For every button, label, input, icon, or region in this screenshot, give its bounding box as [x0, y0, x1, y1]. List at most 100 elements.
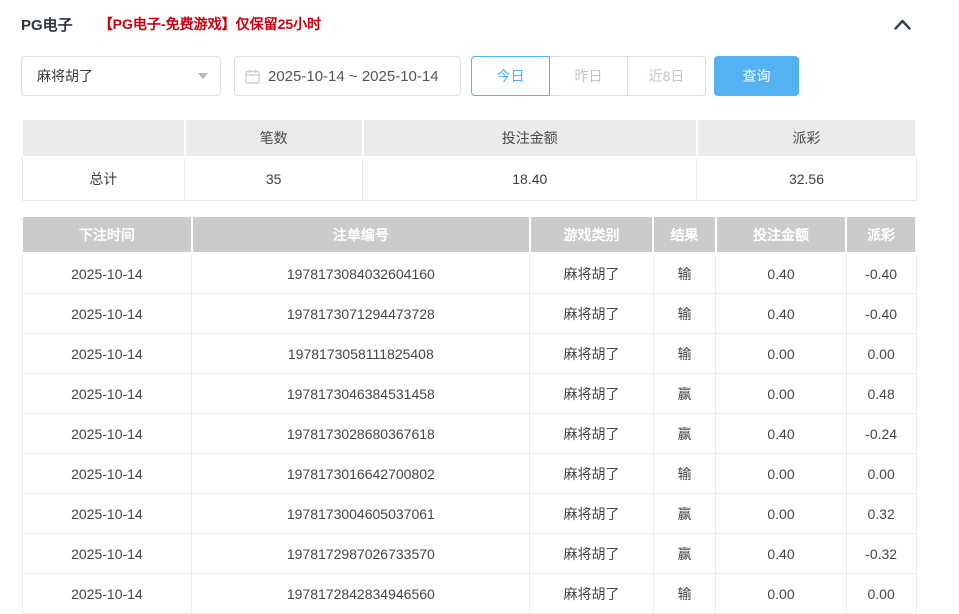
cell-result: 赢	[652, 493, 717, 534]
summary-total-count: 35	[184, 156, 364, 201]
col-game-type: 游戏类别	[528, 215, 655, 254]
summary-col-count: 笔数	[183, 118, 364, 158]
cell-bet-time: 2025-10-14	[21, 373, 193, 414]
cell-bet-id: 1978173058111825408	[191, 333, 531, 374]
chevron-up-icon[interactable]	[894, 19, 911, 30]
cell-result: 赢	[652, 373, 717, 414]
cell-game-type: 麻将胡了	[529, 333, 654, 374]
panel-notice: 【PG电子-免费游戏】仅保留25小时	[98, 16, 322, 32]
cell-payout: -0.40	[845, 293, 917, 334]
cell-bet-id: 1978173071294473728	[191, 293, 531, 334]
col-result: 结果	[652, 215, 717, 254]
col-payout: 派彩	[845, 215, 917, 254]
cell-bet-time: 2025-10-14	[21, 333, 193, 374]
search-button[interactable]: 查询	[714, 56, 799, 96]
cell-payout: 0.48	[845, 373, 917, 414]
caret-down-icon	[198, 73, 208, 79]
summary-total-payout: 32.56	[696, 156, 917, 201]
panel-title: PG电子	[21, 16, 73, 34]
cell-result: 赢	[652, 533, 717, 574]
filter-row: 麻将胡了 2025-10-14 ~ 2025-10-14 今日 昨日 近8日 查…	[21, 56, 917, 96]
cell-bet-id: 1978173004605037061	[191, 493, 531, 534]
cell-game-type: 麻将胡了	[529, 252, 654, 294]
panel-header: PG电子 【PG电子-免费游戏】仅保留25小时	[21, 12, 917, 36]
cell-bet-amount: 0.40	[715, 413, 847, 454]
cell-payout: 0.00	[845, 453, 917, 494]
cell-result: 赢	[652, 413, 717, 454]
cell-bet-amount: 0.40	[715, 293, 847, 334]
table-row: 2025-10-14 1978173028680367618 麻将胡了 赢 0.…	[21, 413, 917, 454]
col-bet-amount: 投注金额	[714, 215, 848, 254]
cell-bet-amount: 0.40	[715, 533, 847, 574]
cell-game-type: 麻将胡了	[529, 373, 654, 414]
last8days-button[interactable]: 近8日	[627, 56, 706, 96]
cell-bet-id: 1978173046384531458	[191, 373, 531, 414]
today-button[interactable]: 今日	[471, 56, 550, 96]
table-row: 2025-10-14 1978172987026733570 麻将胡了 赢 0.…	[21, 533, 917, 574]
cell-bet-id: 1978173028680367618	[191, 413, 531, 454]
cell-bet-time: 2025-10-14	[21, 453, 193, 494]
cell-payout: -0.32	[845, 533, 917, 574]
records-tbody: 2025-10-14 1978173084032604160 麻将胡了 输 0.…	[21, 252, 917, 614]
cell-bet-amount: 0.00	[715, 493, 847, 534]
calendar-icon	[245, 69, 260, 84]
cell-result: 输	[652, 293, 717, 334]
summary-total-row: 总计 35 18.40 32.56	[21, 156, 917, 201]
date-quick-buttons: 今日 昨日 近8日	[471, 56, 706, 96]
cell-bet-id: 1978173084032604160	[191, 252, 531, 294]
cell-payout: 0.00	[845, 333, 917, 374]
summary-col-bet-amount: 投注金额	[361, 118, 698, 158]
cell-bet-time: 2025-10-14	[21, 252, 193, 294]
cell-bet-amount: 0.00	[715, 333, 847, 374]
col-bet-time: 下注时间	[21, 215, 193, 254]
cell-bet-time: 2025-10-14	[21, 493, 193, 534]
summary-table: 笔数 投注金额 派彩 总计 35 18.40 32.56	[21, 118, 918, 201]
game-select[interactable]: 麻将胡了	[21, 56, 221, 96]
cell-bet-time: 2025-10-14	[21, 293, 193, 334]
col-bet-id: 注单编号	[190, 215, 531, 254]
cell-game-type: 麻将胡了	[529, 493, 654, 534]
summary-total-bet-amount: 18.40	[362, 156, 698, 201]
cell-result: 输	[652, 453, 717, 494]
cell-game-type: 麻将胡了	[529, 293, 654, 334]
cell-game-type: 麻将胡了	[529, 413, 654, 454]
cell-bet-time: 2025-10-14	[21, 533, 193, 574]
cell-game-type: 麻将胡了	[529, 573, 654, 614]
summary-col-blank	[21, 118, 186, 158]
cell-result: 输	[652, 573, 717, 614]
cell-payout: -0.24	[845, 413, 917, 454]
records-table: 下注时间 注单编号 游戏类别 结果 投注金额 派彩 2025-10-14 197…	[21, 215, 917, 614]
cell-payout: -0.40	[845, 252, 917, 294]
table-row: 2025-10-14 1978173071294473728 麻将胡了 输 0.…	[21, 293, 917, 334]
date-range-picker[interactable]: 2025-10-14 ~ 2025-10-14	[234, 56, 461, 96]
cell-bet-id: 1978173016642700802	[191, 453, 531, 494]
bet-records-panel: PG电子 【PG电子-免费游戏】仅保留25小时 麻将胡了 2025-10-14 …	[21, 0, 918, 614]
date-range-value: 2025-10-14 ~ 2025-10-14	[268, 67, 439, 85]
table-row: 2025-10-14 1978173058111825408 麻将胡了 输 0.…	[21, 333, 917, 374]
cell-result: 输	[652, 252, 717, 294]
game-select-value: 麻将胡了	[37, 68, 93, 84]
yesterday-button[interactable]: 昨日	[549, 56, 628, 96]
summary-col-payout: 派彩	[695, 118, 918, 158]
cell-bet-amount: 0.00	[715, 373, 847, 414]
cell-bet-amount: 0.00	[715, 453, 847, 494]
records-header-row: 下注时间 注单编号 游戏类别 结果 投注金额 派彩	[21, 215, 917, 254]
cell-game-type: 麻将胡了	[529, 533, 654, 574]
table-row: 2025-10-14 1978173004605037061 麻将胡了 赢 0.…	[21, 493, 917, 534]
cell-bet-id: 1978172987026733570	[191, 533, 531, 574]
table-row: 2025-10-14 1978172842834946560 麻将胡了 输 0.…	[21, 573, 917, 614]
cell-game-type: 麻将胡了	[529, 453, 654, 494]
cell-result: 输	[652, 333, 717, 374]
table-row: 2025-10-14 1978173084032604160 麻将胡了 输 0.…	[21, 252, 917, 294]
cell-bet-id: 1978172842834946560	[191, 573, 531, 614]
summary-header-row: 笔数 投注金额 派彩	[21, 118, 918, 158]
cell-bet-time: 2025-10-14	[21, 413, 193, 454]
cell-bet-time: 2025-10-14	[21, 573, 193, 614]
cell-payout: 0.00	[845, 573, 917, 614]
cell-bet-amount: 0.40	[715, 252, 847, 294]
cell-bet-amount: 0.00	[715, 573, 847, 614]
table-row: 2025-10-14 1978173046384531458 麻将胡了 赢 0.…	[21, 373, 917, 414]
cell-payout: 0.32	[845, 493, 917, 534]
summary-total-label: 总计	[21, 156, 186, 201]
table-row: 2025-10-14 1978173016642700802 麻将胡了 输 0.…	[21, 453, 917, 494]
